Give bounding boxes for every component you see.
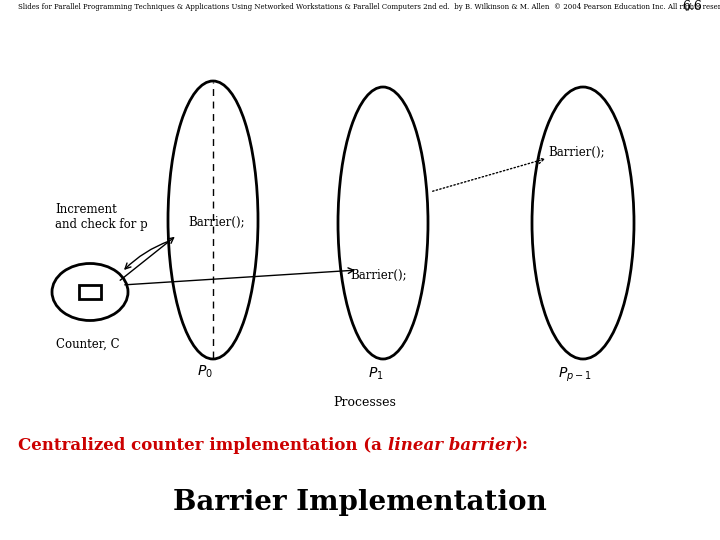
Text: ):: ): xyxy=(514,436,528,454)
Text: Counter, C: Counter, C xyxy=(56,338,120,350)
Text: $P_1$: $P_1$ xyxy=(368,366,384,382)
Text: Slides for Parallel Programming Techniques & Applications Using Networked Workst: Slides for Parallel Programming Techniqu… xyxy=(18,3,720,11)
Text: Barrier();: Barrier(); xyxy=(350,268,407,281)
Text: $P_{p-1}$: $P_{p-1}$ xyxy=(558,366,592,384)
Text: 6.6: 6.6 xyxy=(682,1,702,14)
Text: Increment
and check for p: Increment and check for p xyxy=(55,203,148,231)
Text: Barrier();: Barrier(); xyxy=(548,145,605,159)
Bar xyxy=(79,285,101,299)
Text: Barrier();: Barrier(); xyxy=(188,215,245,228)
Text: linear barrier: linear barrier xyxy=(387,436,514,454)
Text: $P_0$: $P_0$ xyxy=(197,364,213,380)
Text: Processes: Processes xyxy=(333,395,397,408)
Text: Barrier Implementation: Barrier Implementation xyxy=(173,489,547,516)
Text: Centralized counter implementation (a: Centralized counter implementation (a xyxy=(18,436,387,454)
